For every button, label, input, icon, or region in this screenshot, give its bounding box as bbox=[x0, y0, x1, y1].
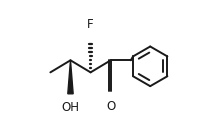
Text: O: O bbox=[106, 100, 115, 113]
Text: F: F bbox=[87, 18, 94, 31]
Polygon shape bbox=[68, 60, 73, 94]
Text: OH: OH bbox=[62, 101, 79, 114]
